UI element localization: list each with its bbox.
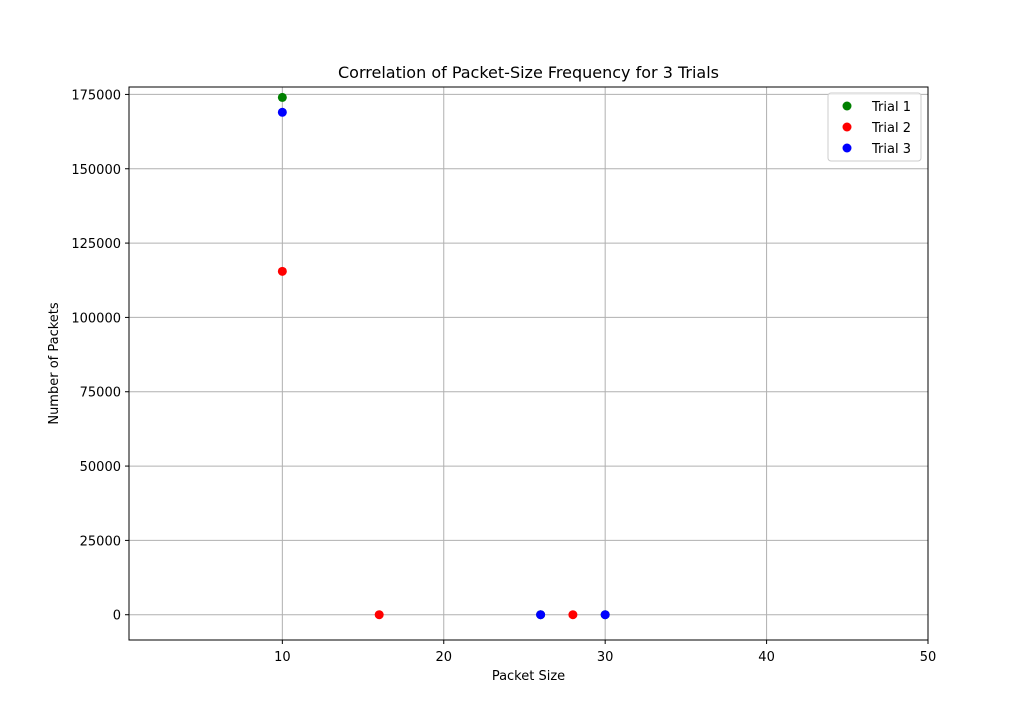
legend-label-trial-1: Trial 1 — [871, 100, 911, 115]
x-tick-label: 40 — [758, 650, 775, 665]
axis-ticks: 10 20 30 40 50 0 25000 50000 75000 100000 125000 15… — [71, 88, 936, 665]
x-tick-label: 20 — [435, 650, 452, 665]
y-tick-label: 150000 — [71, 163, 121, 178]
x-axis-title: Packet Size — [492, 669, 565, 684]
chart-title: Correlation of Packet-Size Frequency for… — [338, 63, 719, 82]
data-point-trial-2 — [374, 610, 384, 620]
legend-marker-trial-1 — [842, 101, 852, 111]
data-point-trial-2 — [277, 266, 287, 276]
y-tick-label: 125000 — [71, 237, 121, 252]
y-tick-label: 0 — [113, 609, 121, 624]
data-point-trial-2 — [568, 610, 578, 620]
legend: Trial 1 Trial 2 Trial 3 — [827, 92, 922, 162]
y-tick-label: 100000 — [71, 311, 121, 326]
x-tick-label: 30 — [597, 650, 614, 665]
legend-label-trial-3: Trial 3 — [871, 142, 911, 157]
y-axis-title: Number of Packets — [47, 302, 62, 425]
legend-marker-trial-3 — [842, 143, 852, 153]
y-tick-label: 75000 — [80, 386, 121, 401]
data-points — [277, 92, 610, 620]
data-point-trial-3 — [277, 107, 287, 117]
x-tick-label: 10 — [274, 650, 291, 665]
grid — [129, 87, 929, 640]
y-tick-label: 50000 — [80, 460, 121, 475]
legend-box — [827, 92, 922, 162]
y-tick-label: 175000 — [71, 88, 121, 103]
data-point-trial-3 — [600, 610, 610, 620]
legend-label-trial-2: Trial 2 — [871, 121, 911, 136]
plot-frame — [128, 86, 929, 641]
legend-marker-trial-2 — [842, 122, 852, 132]
data-point-trial-3 — [536, 610, 546, 620]
y-tick-label: 25000 — [80, 534, 121, 549]
x-tick-label: 50 — [920, 650, 937, 665]
data-point-trial-1 — [277, 92, 287, 102]
